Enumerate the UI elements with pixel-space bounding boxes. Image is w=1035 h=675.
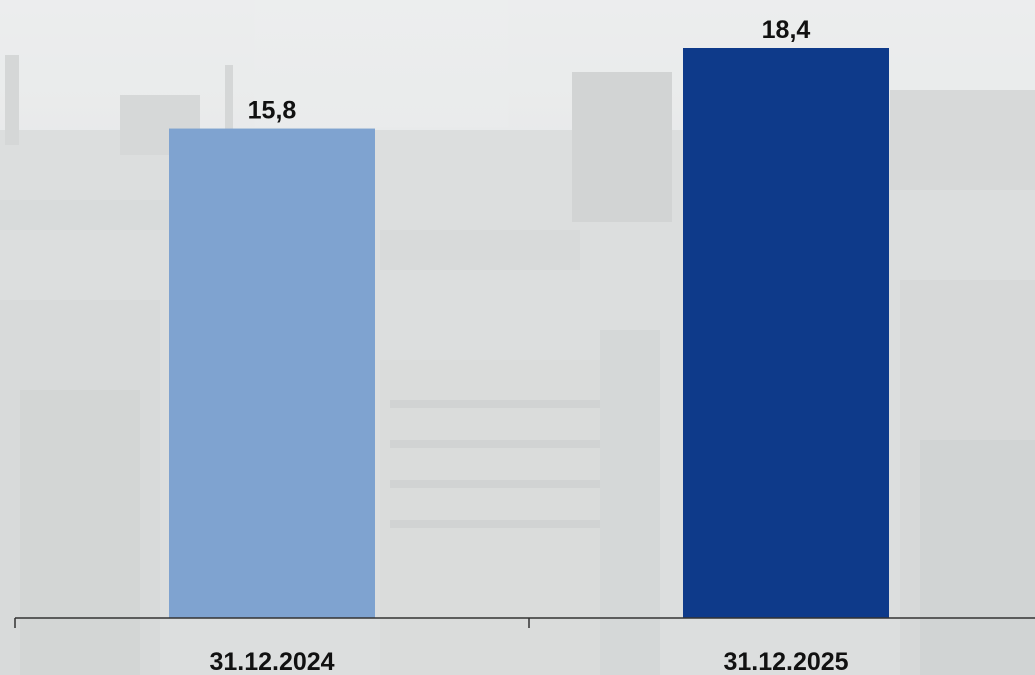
x-axis [14,617,1035,628]
value-labels-group: 15,8 18,4 [248,16,811,125]
bar-1 [169,128,375,619]
value-label-1: 15,8 [248,97,297,125]
category-label-1: 31.12.2024 [209,648,334,675]
category-labels-group: 31.12.2024 31.12.2025 [209,648,848,675]
category-label-2: 31.12.2025 [723,648,848,675]
bars-group [169,48,889,619]
value-label-2: 18,4 [762,16,811,44]
bar-2 [683,48,889,618]
